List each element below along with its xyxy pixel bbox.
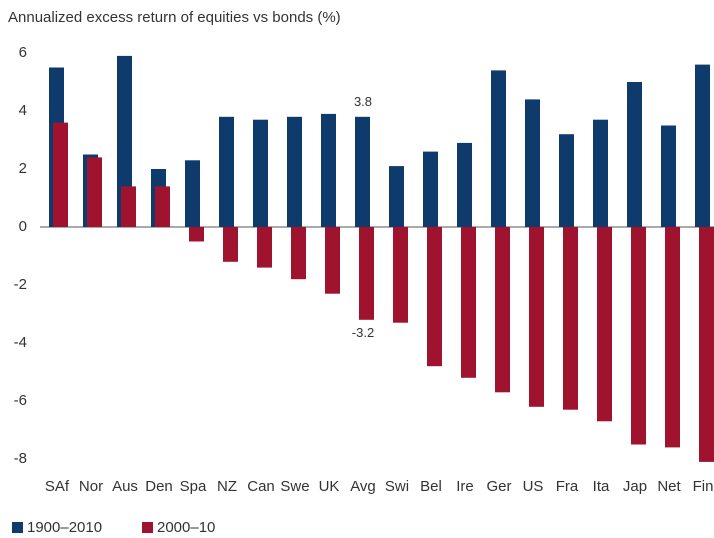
bar bbox=[525, 99, 540, 227]
bar bbox=[423, 151, 438, 227]
bar bbox=[189, 227, 204, 242]
y-tick-label: -2 bbox=[14, 276, 27, 293]
bar bbox=[461, 227, 476, 378]
legend-swatch bbox=[142, 522, 153, 533]
bar bbox=[253, 119, 268, 227]
bar bbox=[223, 227, 238, 262]
bar bbox=[219, 116, 234, 227]
bar bbox=[563, 227, 578, 410]
y-tick-label: 0 bbox=[19, 218, 27, 235]
bar bbox=[257, 227, 272, 268]
bar bbox=[699, 227, 714, 462]
x-tick-label: Bel bbox=[420, 478, 442, 495]
bar bbox=[291, 227, 306, 280]
bar bbox=[325, 227, 340, 294]
bar bbox=[495, 227, 510, 393]
y-tick-label: -8 bbox=[14, 450, 27, 467]
y-tick-label: -6 bbox=[14, 392, 27, 409]
x-tick-label: Net bbox=[657, 478, 681, 495]
bar bbox=[695, 64, 710, 227]
x-tick-label: Ire bbox=[456, 478, 474, 495]
bar bbox=[491, 70, 506, 228]
bar bbox=[359, 227, 374, 320]
x-tick-label: Avg bbox=[350, 478, 376, 495]
y-tick-label: -4 bbox=[14, 334, 27, 351]
legend-label: 2000–10 bbox=[157, 519, 215, 536]
x-tick-label: Ger bbox=[486, 478, 511, 495]
bar bbox=[529, 227, 544, 407]
x-tick-label: Fin bbox=[693, 478, 714, 495]
value-label: 3.8 bbox=[354, 94, 372, 109]
bar bbox=[665, 227, 680, 448]
bar bbox=[389, 166, 404, 227]
bar bbox=[185, 160, 200, 227]
x-tick-label: Spa bbox=[180, 478, 207, 495]
value-label: -3.2 bbox=[352, 325, 374, 340]
legend-swatch bbox=[12, 522, 23, 533]
bar bbox=[121, 186, 136, 227]
bar bbox=[355, 116, 370, 227]
x-tick-label: SAf bbox=[45, 478, 70, 495]
x-tick-label: NZ bbox=[217, 478, 237, 495]
bar bbox=[597, 227, 612, 422]
x-tick-label: Ita bbox=[593, 478, 610, 495]
bar bbox=[631, 227, 646, 445]
bar bbox=[661, 125, 676, 227]
y-tick-label: 6 bbox=[19, 44, 27, 61]
x-tick-label: UK bbox=[319, 478, 340, 495]
bar bbox=[53, 122, 68, 227]
chart-title: Annualized excess return of equities vs … bbox=[8, 9, 341, 26]
x-tick-label: Fra bbox=[556, 478, 579, 495]
bar bbox=[321, 113, 336, 227]
bar bbox=[287, 116, 302, 227]
bar bbox=[559, 134, 574, 227]
bar bbox=[627, 82, 642, 227]
bar bbox=[393, 227, 408, 323]
x-tick-label: Swi bbox=[385, 478, 409, 495]
x-tick-label: Can bbox=[247, 478, 275, 495]
x-tick-label: Jap bbox=[623, 478, 647, 495]
x-tick-label: Den bbox=[145, 478, 173, 495]
bar bbox=[117, 55, 132, 228]
legend-label: 1900–2010 bbox=[27, 519, 102, 536]
x-tick-label: Swe bbox=[280, 478, 309, 495]
bar bbox=[155, 186, 170, 227]
x-tick-label: US bbox=[523, 478, 544, 495]
bar bbox=[87, 157, 102, 227]
y-tick-label: 4 bbox=[19, 102, 27, 119]
y-tick-label: 2 bbox=[19, 160, 27, 177]
x-tick-label: Nor bbox=[79, 478, 103, 495]
x-tick-label: Aus bbox=[112, 478, 138, 495]
bar bbox=[457, 142, 472, 227]
bar bbox=[427, 227, 442, 367]
bar bbox=[593, 119, 608, 227]
